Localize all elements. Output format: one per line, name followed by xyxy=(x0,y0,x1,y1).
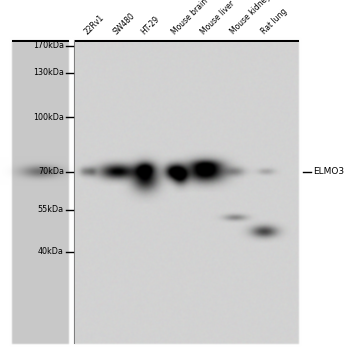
Text: SW480: SW480 xyxy=(111,11,137,36)
Text: Mouse kidney: Mouse kidney xyxy=(229,0,273,36)
Text: 40kDa: 40kDa xyxy=(38,247,64,257)
Text: 22Rv1: 22Rv1 xyxy=(83,13,106,36)
Text: 70kDa: 70kDa xyxy=(38,167,64,176)
Text: ELMO3: ELMO3 xyxy=(313,167,344,176)
Text: 170kDa: 170kDa xyxy=(33,41,64,50)
Text: 55kDa: 55kDa xyxy=(38,205,64,215)
Text: 100kDa: 100kDa xyxy=(33,113,64,122)
Text: 130kDa: 130kDa xyxy=(33,68,64,77)
Text: HT-29: HT-29 xyxy=(139,14,161,36)
Text: Rat lung: Rat lung xyxy=(260,7,289,36)
Text: Mouse brain: Mouse brain xyxy=(170,0,210,36)
Text: Mouse liver: Mouse liver xyxy=(200,0,237,36)
